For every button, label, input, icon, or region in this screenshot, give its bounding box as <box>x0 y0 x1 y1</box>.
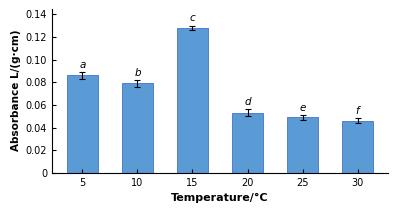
Bar <box>342 121 373 173</box>
Text: f: f <box>356 106 360 116</box>
Text: c: c <box>190 13 195 23</box>
Bar <box>288 117 318 173</box>
X-axis label: Temperature/°C: Temperature/°C <box>171 193 269 203</box>
Y-axis label: Absorbance L/(g·cm): Absorbance L/(g·cm) <box>12 30 22 151</box>
Text: e: e <box>299 103 306 113</box>
Bar <box>67 75 98 173</box>
Text: a: a <box>79 60 86 70</box>
Bar <box>177 28 208 173</box>
Text: b: b <box>134 68 141 78</box>
Text: d: d <box>244 97 251 107</box>
Bar <box>122 83 152 173</box>
Bar <box>232 113 263 173</box>
